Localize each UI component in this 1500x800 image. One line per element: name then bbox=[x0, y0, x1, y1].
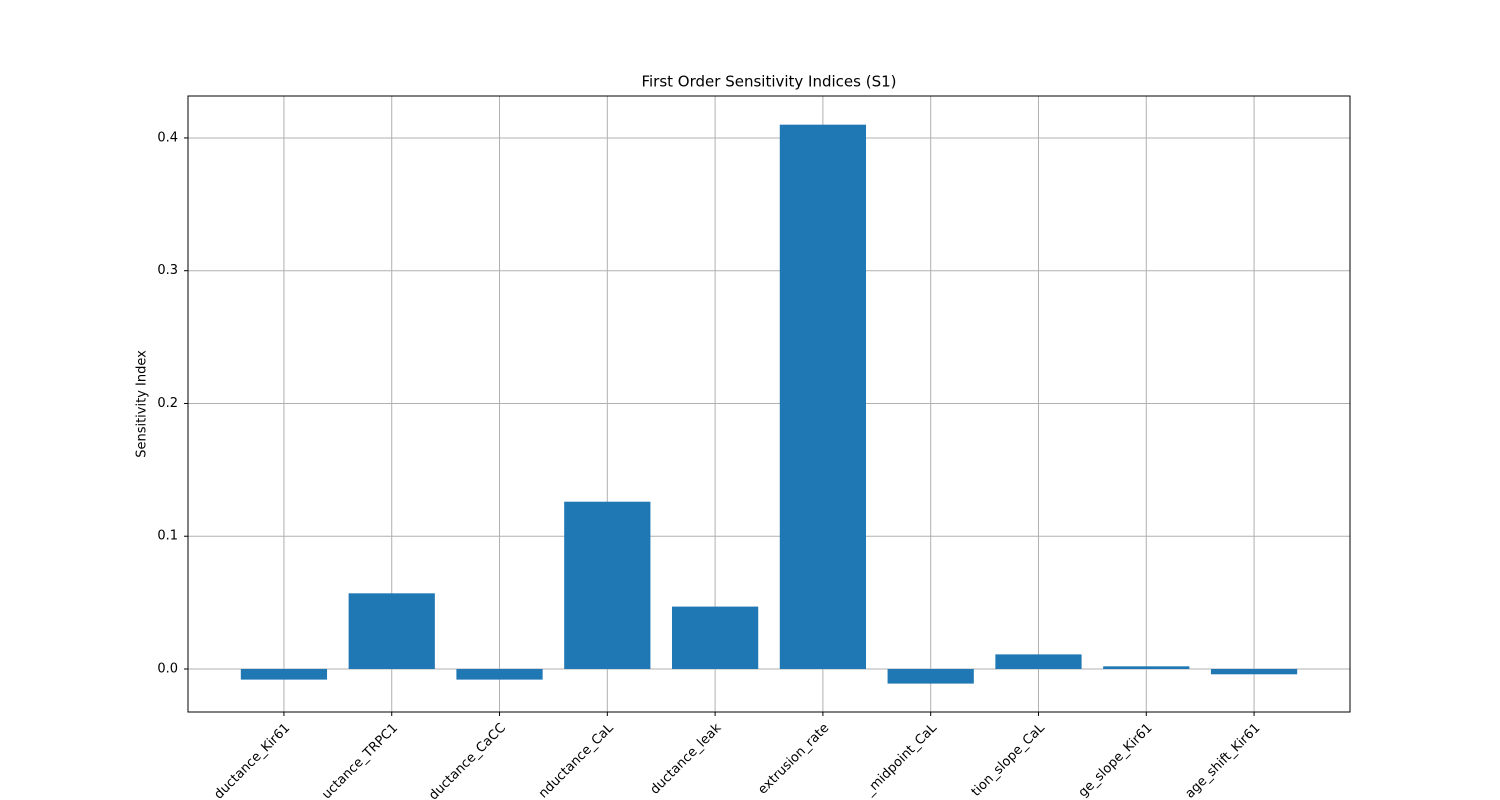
x-tick-label: ductance_CaCC bbox=[426, 721, 509, 800]
y-tick-label: 0.4 bbox=[157, 130, 178, 145]
bar bbox=[348, 593, 435, 669]
bar bbox=[564, 501, 651, 669]
bar bbox=[240, 668, 328, 680]
bar bbox=[995, 654, 1082, 669]
x-tick-label: _midpoint_CaL bbox=[862, 720, 941, 799]
x-tick-label: tion_slope_CaL bbox=[969, 720, 1049, 800]
bar bbox=[779, 124, 867, 669]
x-tick-label: ductance_Kir61 bbox=[211, 721, 293, 800]
y-tick-label: 0.0 bbox=[157, 661, 178, 676]
y-tick-label: 0.2 bbox=[157, 396, 178, 411]
x-tick-label: ge_slope_Kir61 bbox=[1076, 721, 1156, 800]
bar bbox=[1103, 666, 1190, 669]
bar bbox=[887, 668, 974, 684]
x-tick-label: uctance_TRPC1 bbox=[319, 721, 401, 800]
x-tick-label: nductance_CaL bbox=[536, 720, 617, 800]
y-axis-label: Sensitivity Index bbox=[135, 350, 150, 458]
bar bbox=[1210, 668, 1298, 675]
y-tick-label: 0.1 bbox=[157, 529, 178, 544]
x-tick-label: extrusion_rate bbox=[755, 721, 832, 798]
plot-frame bbox=[187, 95, 1351, 713]
chart-title: First Order Sensitivity Indices (S1) bbox=[641, 73, 896, 91]
x-tick-label: age_shift_Kir61 bbox=[1183, 721, 1264, 800]
y-tick-label: 0.3 bbox=[157, 263, 178, 278]
x-tick-label: ductance_leak bbox=[648, 720, 725, 797]
bar bbox=[671, 606, 759, 669]
bar bbox=[456, 668, 543, 680]
